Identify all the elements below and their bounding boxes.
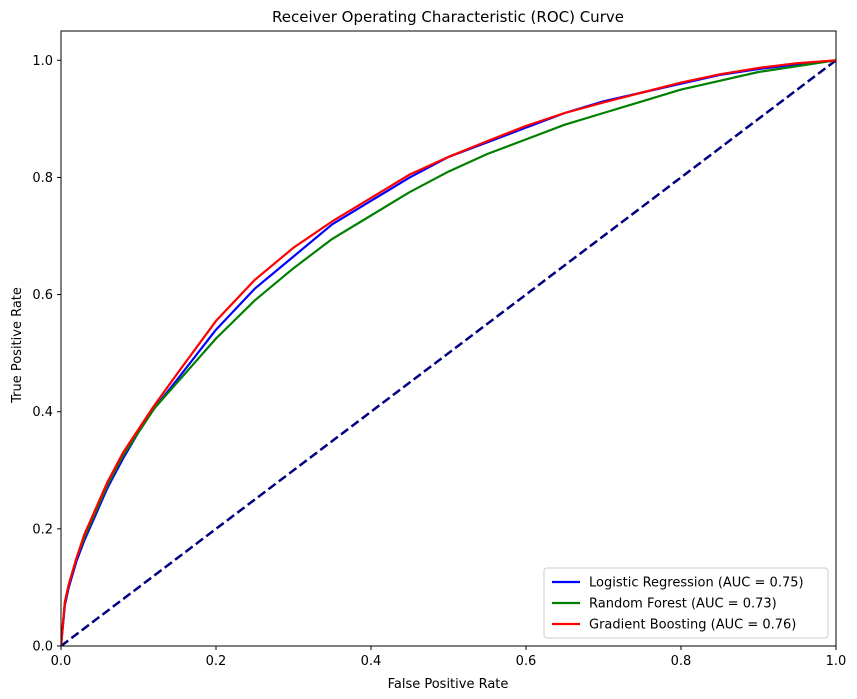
legend-label: Gradient Boosting (AUC = 0.76) (589, 618, 796, 633)
x-tick-label: 0.2 (206, 654, 227, 669)
y-tick-label: 0.2 (32, 522, 53, 537)
series-line-2 (61, 59, 836, 646)
y-tick-label: 0.4 (32, 405, 53, 420)
x-tick-label: 1.0 (826, 654, 847, 669)
axes: 0.0 0.2 0.4 0.6 0.8 1.0 0.0 0.2 0.4 0.6 0.8 1.0 (32, 30, 847, 669)
legend-label: Random Forest (AUC = 0.73) (589, 597, 777, 612)
legend-label: Logistic Regression (AUC = 0.75) (589, 576, 804, 591)
x-tick-label: 0.6 (516, 654, 537, 669)
series-line-1 (61, 59, 836, 646)
plot-frame (60, 30, 837, 647)
y-tick-label: 0.6 (32, 288, 53, 303)
x-tick-label: 0.0 (51, 654, 72, 669)
legend: Logistic Regression (AUC = 0.75) Random F… (543, 567, 829, 639)
y-tick-label: 1.0 (32, 54, 53, 69)
reference-diagonal-line (61, 59, 836, 646)
y-axis-label: True Positive Rate (10, 287, 25, 404)
y-tick-label: 0.0 (32, 640, 53, 655)
y-tick-label: 0.8 (32, 171, 53, 186)
plot-area (61, 59, 836, 646)
legend-box (543, 567, 829, 639)
x-tick-label: 0.8 (671, 654, 692, 669)
chart-title: Receiver Operating Characteristic (ROC) … (272, 8, 624, 26)
x-axis-label: False Positive Rate (388, 677, 509, 692)
x-tick-label: 0.4 (361, 654, 382, 669)
